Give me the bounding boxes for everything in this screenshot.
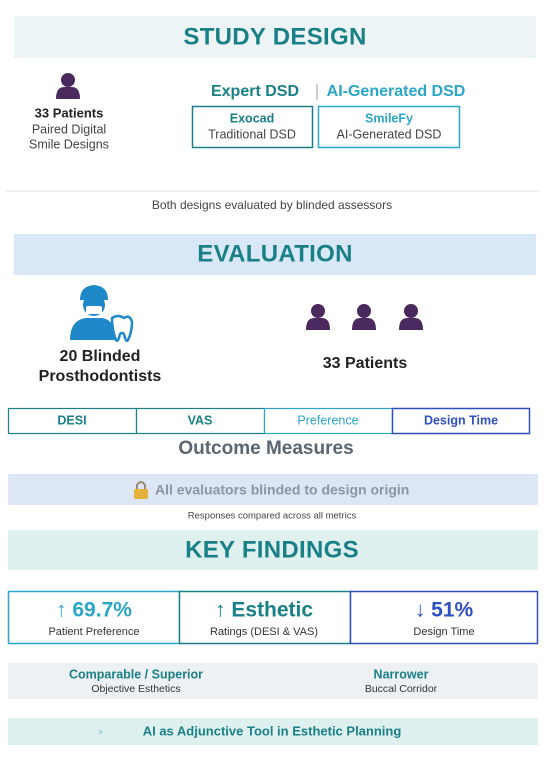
section-band bbox=[14, 234, 536, 275]
patient-icon bbox=[399, 304, 423, 330]
secondary-title: Narrower bbox=[374, 667, 429, 681]
metric-value: ↓ 51% bbox=[415, 599, 474, 622]
doctor-icon bbox=[70, 285, 134, 342]
patient-icon bbox=[56, 73, 80, 99]
evaluators-label: 20 Blinded bbox=[60, 348, 141, 365]
patient-icon bbox=[352, 304, 376, 330]
conclusion: AI as Adjunctive Tool in Esthetic Planni… bbox=[143, 723, 402, 738]
blinding-text: All evaluators blinded to design origin bbox=[155, 482, 409, 498]
metric-label: Patient Preference bbox=[48, 626, 139, 638]
metric-value: ↑ Esthetic bbox=[215, 599, 313, 622]
secondary-desc: Buccal Corridor bbox=[365, 683, 438, 695]
evaluators-label: Prosthodontists bbox=[39, 368, 162, 385]
section-band bbox=[8, 530, 538, 570]
patients-label: 33 Patients bbox=[35, 105, 104, 120]
box-title: SmileFy bbox=[365, 111, 413, 125]
box-title: Exocad bbox=[230, 111, 274, 125]
expert-box bbox=[191, 105, 314, 149]
patients-desc: Paired Digital bbox=[32, 122, 106, 136]
box-desc: AI-Generated DSD bbox=[337, 127, 442, 141]
measure: Preference bbox=[297, 413, 358, 427]
metric-label: Design Time bbox=[413, 626, 474, 638]
secondary-desc: Objective Esthetics bbox=[91, 683, 180, 695]
lock-icon bbox=[134, 481, 148, 499]
section-band bbox=[14, 16, 536, 58]
section-title: KEY FINDINGS bbox=[185, 536, 359, 563]
measure: Design Time bbox=[424, 413, 498, 427]
metric-label: Ratings (DESI & VAS) bbox=[210, 626, 318, 638]
note: Both designs evaluated by blinded assess… bbox=[152, 198, 392, 212]
secondary-band bbox=[8, 663, 538, 699]
measure-box bbox=[391, 407, 531, 435]
measures-title: Outcome Measures bbox=[178, 438, 353, 459]
section-title: EVALUATION bbox=[197, 240, 352, 267]
box-desc: Traditional DSD bbox=[208, 127, 296, 141]
blinding-band bbox=[8, 474, 538, 505]
metric-value: ↑ 69.7% bbox=[56, 599, 132, 622]
measure: VAS bbox=[188, 413, 213, 427]
metric-box bbox=[7, 590, 181, 645]
metric-box bbox=[349, 590, 539, 645]
note: Responses compared across all metrics bbox=[188, 511, 357, 522]
measure: DESI bbox=[57, 413, 86, 427]
expert-label: Expert DSD bbox=[211, 83, 299, 100]
patients-desc: Smile Designs bbox=[29, 137, 109, 151]
secondary-title: Comparable / Superior bbox=[69, 667, 203, 681]
chevron bbox=[98, 729, 103, 735]
patient-icon bbox=[306, 304, 330, 330]
ai-label: AI-Generated DSD bbox=[327, 83, 466, 100]
patients-label: 33 Patients bbox=[323, 355, 408, 372]
ai-box bbox=[317, 105, 461, 149]
section-title: STUDY DESIGN bbox=[183, 23, 366, 50]
conclusion-band bbox=[8, 718, 538, 745]
